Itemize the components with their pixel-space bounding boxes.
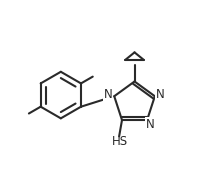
- Text: N: N: [155, 88, 164, 101]
- Text: HS: HS: [111, 135, 128, 148]
- Text: N: N: [103, 88, 112, 101]
- Text: N: N: [145, 118, 154, 131]
